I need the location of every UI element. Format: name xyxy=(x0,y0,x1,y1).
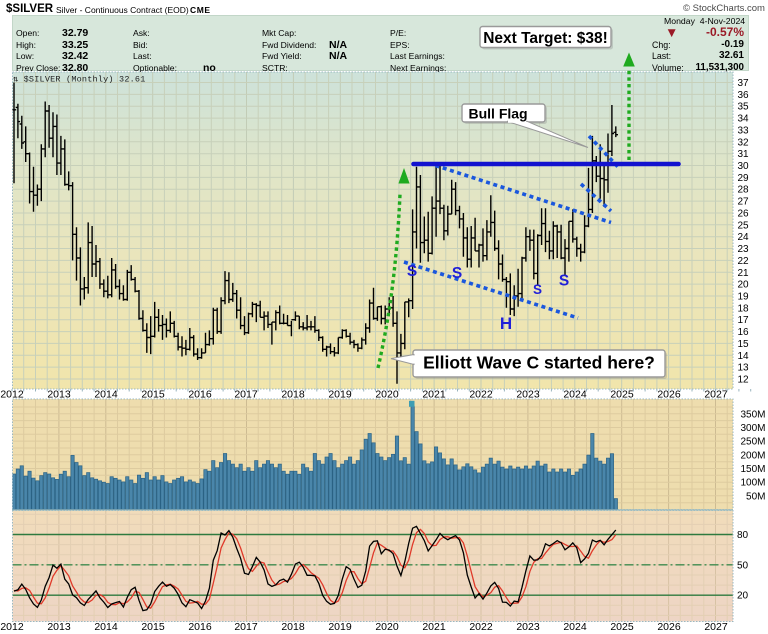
svg-text:2020: 2020 xyxy=(375,389,399,401)
svg-text:27: 27 xyxy=(738,197,750,208)
svg-text:2016: 2016 xyxy=(188,621,212,633)
svg-text:18: 18 xyxy=(738,303,750,314)
svg-text:22: 22 xyxy=(738,256,750,267)
svg-text:2022: 2022 xyxy=(469,389,493,401)
svg-text:34: 34 xyxy=(738,114,750,125)
svg-text:2016: 2016 xyxy=(188,389,212,401)
svg-text:24: 24 xyxy=(738,232,750,243)
svg-text:2014: 2014 xyxy=(94,621,118,633)
svg-text:36: 36 xyxy=(738,90,750,101)
svg-text:17: 17 xyxy=(738,315,750,326)
svg-text:2012: 2012 xyxy=(0,621,24,633)
svg-text:37: 37 xyxy=(738,78,750,89)
svg-text:200M: 200M xyxy=(740,450,765,461)
svg-text:2021: 2021 xyxy=(422,389,446,401)
svg-text:50: 50 xyxy=(737,560,749,571)
svg-text:30: 30 xyxy=(738,161,750,172)
svg-text:2026: 2026 xyxy=(657,389,681,401)
svg-text:H: H xyxy=(500,314,512,333)
svg-text:2015: 2015 xyxy=(141,621,165,633)
svg-text:13: 13 xyxy=(738,363,750,374)
svg-text:2019: 2019 xyxy=(328,621,352,633)
svg-text:80: 80 xyxy=(737,530,749,541)
svg-text:23: 23 xyxy=(738,244,750,255)
svg-text:S: S xyxy=(407,263,417,280)
svg-text:26: 26 xyxy=(738,209,750,220)
svg-text:350M: 350M xyxy=(740,409,765,420)
svg-text:19: 19 xyxy=(738,292,750,303)
svg-text:2019: 2019 xyxy=(328,389,352,401)
svg-text:2026: 2026 xyxy=(657,621,681,633)
svg-text:2025: 2025 xyxy=(610,621,634,633)
svg-text:2013: 2013 xyxy=(47,621,71,633)
svg-text:31: 31 xyxy=(738,149,750,160)
svg-text:250M: 250M xyxy=(740,437,765,448)
svg-text:150M: 150M xyxy=(740,464,765,475)
svg-text:20: 20 xyxy=(737,591,749,602)
svg-text:20: 20 xyxy=(738,280,750,291)
svg-text:33: 33 xyxy=(738,125,750,136)
svg-text:2023: 2023 xyxy=(516,389,540,401)
svg-text:2027: 2027 xyxy=(704,389,728,401)
svg-text:2015: 2015 xyxy=(141,389,165,401)
svg-text:2023: 2023 xyxy=(516,621,540,633)
svg-text:Next Target: $38!: Next Target: $38! xyxy=(483,30,608,47)
svg-text:35: 35 xyxy=(738,102,750,113)
svg-text:100M: 100M xyxy=(740,478,765,489)
svg-text:16: 16 xyxy=(738,327,750,338)
svg-text:2027: 2027 xyxy=(704,621,728,633)
svg-text:2018: 2018 xyxy=(281,621,305,633)
svg-text:2024: 2024 xyxy=(563,621,587,633)
svg-text:2024: 2024 xyxy=(563,389,587,401)
svg-text:2020: 2020 xyxy=(375,621,399,633)
svg-text:S: S xyxy=(452,265,462,282)
svg-text:Bull Flag: Bull Flag xyxy=(469,105,528,121)
svg-text:2018: 2018 xyxy=(281,389,305,401)
svg-text:15: 15 xyxy=(738,339,750,350)
svg-text:2017: 2017 xyxy=(234,621,258,633)
svg-text:28: 28 xyxy=(738,185,750,196)
svg-text:2022: 2022 xyxy=(469,621,493,633)
svg-text:2014: 2014 xyxy=(94,389,118,401)
svg-text:300M: 300M xyxy=(740,423,765,434)
svg-text:12: 12 xyxy=(738,375,750,386)
svg-text:Elliott Wave C started here?: Elliott Wave C started here? xyxy=(423,353,655,373)
svg-text:32: 32 xyxy=(738,137,750,148)
svg-text:2013: 2013 xyxy=(47,389,71,401)
svg-text:2017: 2017 xyxy=(234,389,258,401)
svg-text:S: S xyxy=(533,282,542,297)
svg-text:50M: 50M xyxy=(746,491,765,502)
svg-text:2021: 2021 xyxy=(422,621,446,633)
svg-text:2012: 2012 xyxy=(0,389,24,401)
svg-text:14: 14 xyxy=(738,351,750,362)
svg-text:2025: 2025 xyxy=(610,389,634,401)
svg-text:21: 21 xyxy=(738,268,750,279)
svg-text:29: 29 xyxy=(738,173,750,184)
svg-text:25: 25 xyxy=(738,220,750,231)
svg-text:S: S xyxy=(559,273,569,290)
svg-text:⇅ $SILVER (Monthly) 32.61: ⇅ $SILVER (Monthly) 32.61 xyxy=(13,75,146,85)
